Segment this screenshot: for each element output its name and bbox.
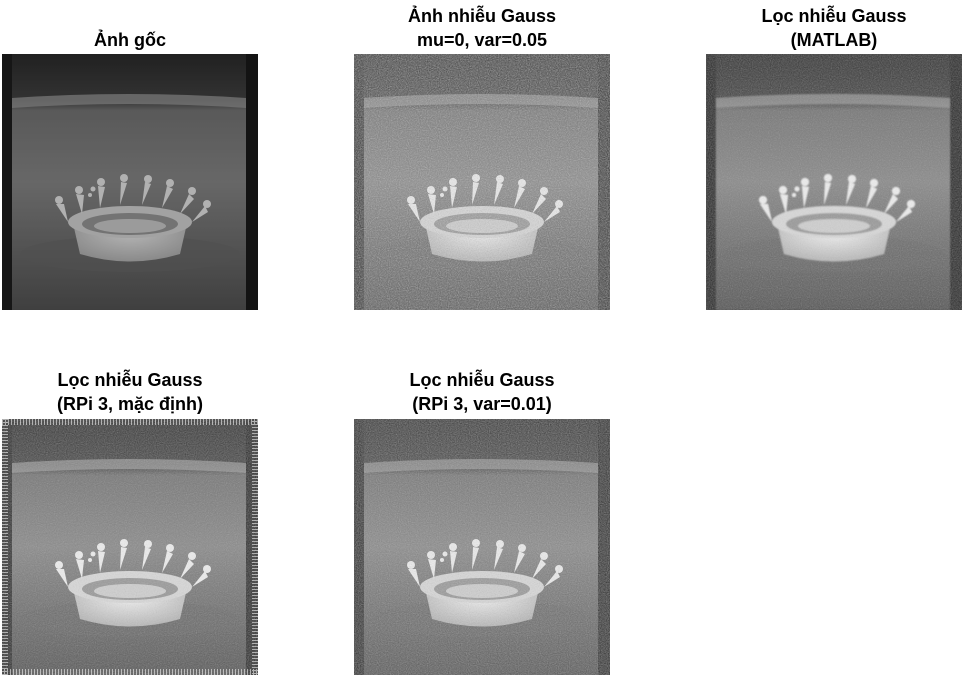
title-line: Lọc nhiễu Gauss <box>409 370 555 390</box>
panel-title: Ảnh gốc <box>0 28 298 52</box>
panel-title: Lọc nhiễu Gauss (RPi 3, mặc định) <box>0 368 298 416</box>
title-line: (RPi 3, var=0.01) <box>412 394 552 414</box>
title-line: (RPi 3, mặc định) <box>56 394 204 414</box>
panel-title: Lọc nhiễu Gauss (RPi 3, var=0.01) <box>314 368 650 416</box>
title-line: Ảnh nhiễu Gauss <box>407 6 557 26</box>
title-line: Lọc nhiễu Gauss <box>761 6 907 26</box>
original-image <box>2 54 258 310</box>
filtered-matlab-image <box>706 54 962 310</box>
filtered-rpi-default-image <box>2 419 258 675</box>
title-line: Ảnh gốc <box>94 30 166 50</box>
title-line: mu=0, var=0.05 <box>416 30 548 50</box>
title-line: Lọc nhiễu Gauss <box>57 370 203 390</box>
filtered-rpi-var-image <box>354 419 610 675</box>
noisy-image <box>354 54 610 310</box>
panel-title: Lọc nhiễu Gauss (MATLAB) <box>666 4 964 52</box>
panel-title: Ảnh nhiễu Gauss mu=0, var=0.05 <box>314 4 650 52</box>
title-line: (MATLAB) <box>790 30 878 50</box>
